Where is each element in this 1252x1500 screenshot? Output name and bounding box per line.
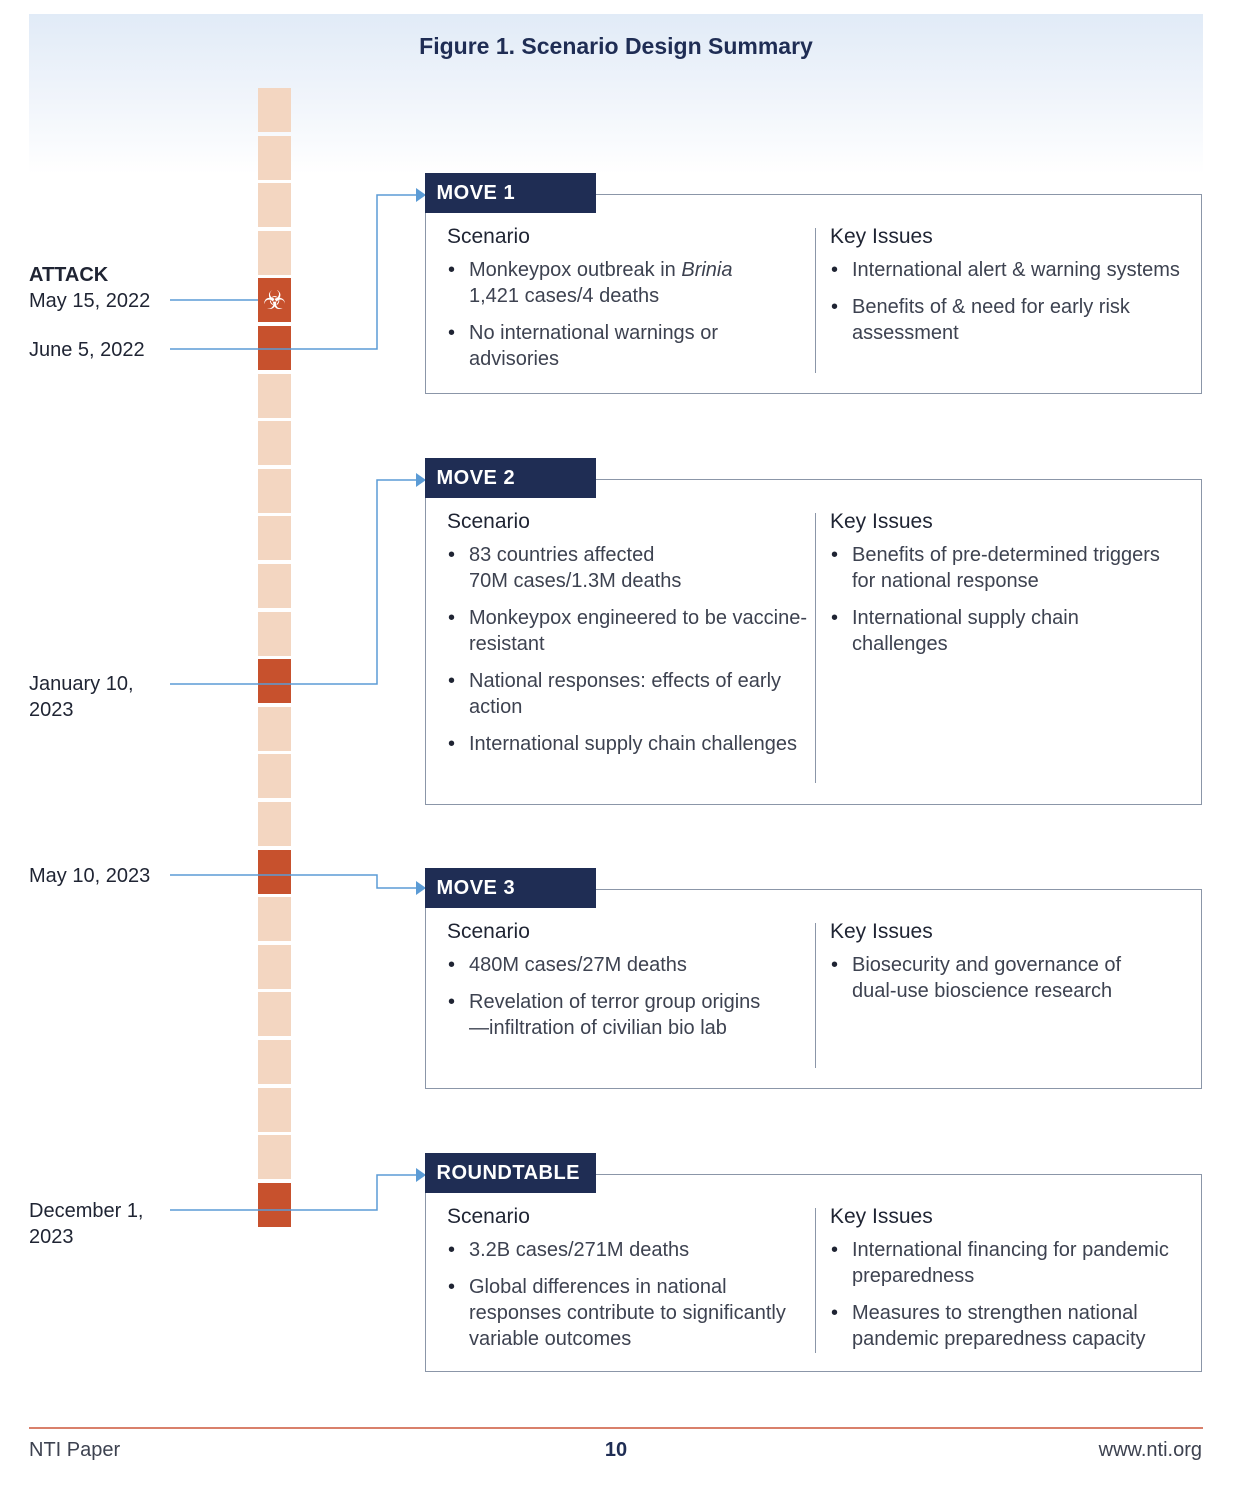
- timeline-segment: [258, 706, 291, 751]
- list-item: Measures to strengthen national pandemic…: [830, 1300, 1190, 1352]
- list-item: Global differences in national responses…: [447, 1274, 807, 1352]
- timeline-segment: [258, 135, 291, 180]
- list-item: International supply chain challenges: [830, 605, 1170, 657]
- timeline-segment: [258, 183, 291, 228]
- date-move-2-line1: January 10,: [29, 673, 134, 695]
- move-1-scenario: Scenario Monkeypox outbreak in Brinia1,4…: [447, 225, 807, 383]
- scenario-heading: Scenario: [447, 510, 530, 533]
- attack-label: ATTACK: [29, 264, 109, 286]
- list-item: Revelation of terror group origins—infil…: [447, 989, 777, 1041]
- date-roundtable-line1: December 1,: [29, 1200, 144, 1222]
- timeline-segment: [258, 468, 291, 513]
- list-item: International supply chain challenges: [447, 731, 807, 757]
- move-3-scenario: Scenario 480M cases/27M deaths Revelatio…: [447, 920, 777, 1052]
- roundtable-issues: Key Issues International financing for p…: [830, 1205, 1190, 1363]
- roundtable-box: ROUNDTABLE Scenario 3.2B cases/271M deat…: [424, 1153, 1202, 1372]
- issues-heading: Key Issues: [830, 225, 933, 248]
- roundtable-tag: ROUNDTABLE: [424, 1153, 596, 1193]
- footer-publication: NTI Paper: [29, 1439, 121, 1461]
- timeline-segment: [258, 849, 291, 894]
- list-item: National responses: effects of early act…: [447, 668, 807, 720]
- connector-move-2: [170, 479, 417, 685]
- scenario-heading: Scenario: [447, 225, 530, 248]
- timeline-segment: [258, 88, 291, 132]
- move-3-issues: Key Issues Biosecurity and governance of…: [830, 920, 1170, 1015]
- date-roundtable-line2: 2023: [29, 1226, 74, 1248]
- list-item: International alert & warning systems: [830, 257, 1190, 283]
- move-3-box: MOVE 3 Scenario 480M cases/27M deaths Re…: [424, 868, 1202, 1089]
- list-item: Benefits of & need for early risk assess…: [830, 294, 1190, 346]
- timeline-segment: [258, 1087, 291, 1132]
- header-gradient: [29, 14, 1203, 174]
- timeline-segment: [258, 897, 291, 942]
- move-1-issues: Key Issues International alert & warning…: [830, 225, 1190, 357]
- date-move-1: June 5, 2022: [29, 339, 145, 361]
- date-move-3: May 10, 2023: [29, 865, 151, 887]
- list-item: 3.2B cases/271M deaths: [447, 1237, 807, 1263]
- list-item: Monkeypox engineered to be vaccine-resis…: [447, 605, 807, 657]
- timeline-segment: [258, 373, 291, 418]
- attack-date: May 15, 2022: [29, 290, 151, 312]
- timeline-segment: [258, 326, 291, 370]
- issues-heading: Key Issues: [830, 510, 933, 533]
- list-item: Biosecurity and governance of dual-use b…: [830, 952, 1170, 1004]
- timeline-segment: [258, 802, 291, 846]
- footer-rule: [29, 1427, 1203, 1429]
- figure-title: Figure 1. Scenario Design Summary: [419, 33, 813, 59]
- move-1-box: MOVE 1 Scenario Monkeypox outbreak in Br…: [424, 173, 1202, 394]
- list-item: International financing for pandemic pre…: [830, 1237, 1190, 1289]
- connector-move-1: [170, 194, 417, 350]
- timeline-segment: [258, 1135, 291, 1180]
- list-item: Benefits of pre-determined triggers for …: [830, 542, 1170, 594]
- list-item: 480M cases/27M deaths: [447, 952, 777, 978]
- issues-heading: Key Issues: [830, 1205, 933, 1228]
- biohazard-icon: ☣: [262, 285, 287, 316]
- issues-heading: Key Issues: [830, 920, 933, 943]
- column-divider: [815, 1208, 816, 1353]
- footer-website: www.nti.org: [1098, 1439, 1202, 1461]
- move-2-issues: Key Issues Benefits of pre-determined tr…: [830, 510, 1170, 668]
- move-3-tag: MOVE 3: [424, 868, 596, 908]
- move-2-tag: MOVE 2: [424, 458, 596, 498]
- page-number: 10: [604, 1439, 628, 1461]
- scenario-heading: Scenario: [447, 1205, 530, 1228]
- timeline-segment: [258, 1040, 291, 1084]
- scenario-heading: Scenario: [447, 920, 530, 943]
- timeline-segment: ☣: [258, 278, 291, 323]
- timeline-segment: [258, 516, 291, 561]
- roundtable-scenario: Scenario 3.2B cases/271M deaths Global d…: [447, 1205, 807, 1363]
- column-divider: [815, 228, 816, 373]
- timeline-segment: [258, 611, 291, 656]
- arrow-move-3: [416, 881, 426, 895]
- move-1-tag: MOVE 1: [424, 173, 596, 213]
- connector-move-3: [170, 874, 417, 889]
- list-item: No international warnings or advisories: [447, 320, 807, 372]
- arrow-move-1: [416, 188, 426, 202]
- timeline-segment: [258, 564, 291, 608]
- column-divider: [815, 923, 816, 1068]
- connector-roundtable: [170, 1174, 417, 1211]
- column-divider: [815, 513, 816, 783]
- arrow-roundtable: [416, 1168, 426, 1182]
- timeline-segment: [258, 421, 291, 466]
- timeline-segment: [258, 659, 291, 704]
- date-move-2-line2: 2023: [29, 699, 74, 721]
- move-2-box: MOVE 2 Scenario 83 countries affected70M…: [424, 458, 1202, 805]
- timeline-segment: [258, 992, 291, 1037]
- timeline-segment: [258, 944, 291, 989]
- timeline-segment: [258, 1182, 291, 1227]
- timeline-segment: [258, 230, 291, 275]
- arrow-move-2: [416, 473, 426, 487]
- timeline-segment: [258, 754, 291, 799]
